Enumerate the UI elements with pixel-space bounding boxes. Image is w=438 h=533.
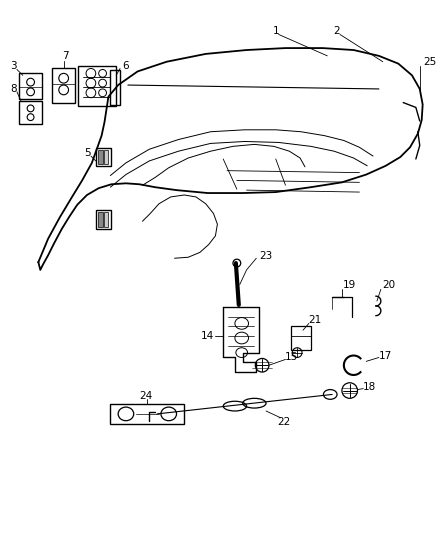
Text: 22: 22 [277,417,290,427]
Text: 21: 21 [308,316,321,326]
Bar [291,326,311,350]
Text: 20: 20 [382,280,395,290]
Bar [52,68,75,102]
Bar [98,150,102,164]
Text: 5: 5 [84,148,90,158]
Bar [110,404,184,424]
Text: 18: 18 [363,382,376,392]
Bar [110,70,120,104]
Text: 25: 25 [424,56,437,67]
Bar [98,212,102,227]
Bar [96,209,111,229]
Text: 3: 3 [10,61,16,70]
Text: 7: 7 [62,51,69,61]
Bar [19,74,42,99]
Bar [19,101,42,124]
Text: 19: 19 [343,280,357,290]
Text: 15: 15 [285,352,298,362]
Bar [103,150,109,164]
Bar [96,148,111,166]
Bar [103,212,109,227]
Text: 23: 23 [259,251,272,261]
Text: 14: 14 [201,331,214,341]
Bar [78,66,116,107]
Text: 24: 24 [139,391,152,401]
Text: 6: 6 [123,61,129,70]
Text: 2: 2 [334,26,340,36]
Text: 17: 17 [379,351,392,360]
Text: 8: 8 [10,84,16,94]
Text: 1: 1 [272,26,279,36]
